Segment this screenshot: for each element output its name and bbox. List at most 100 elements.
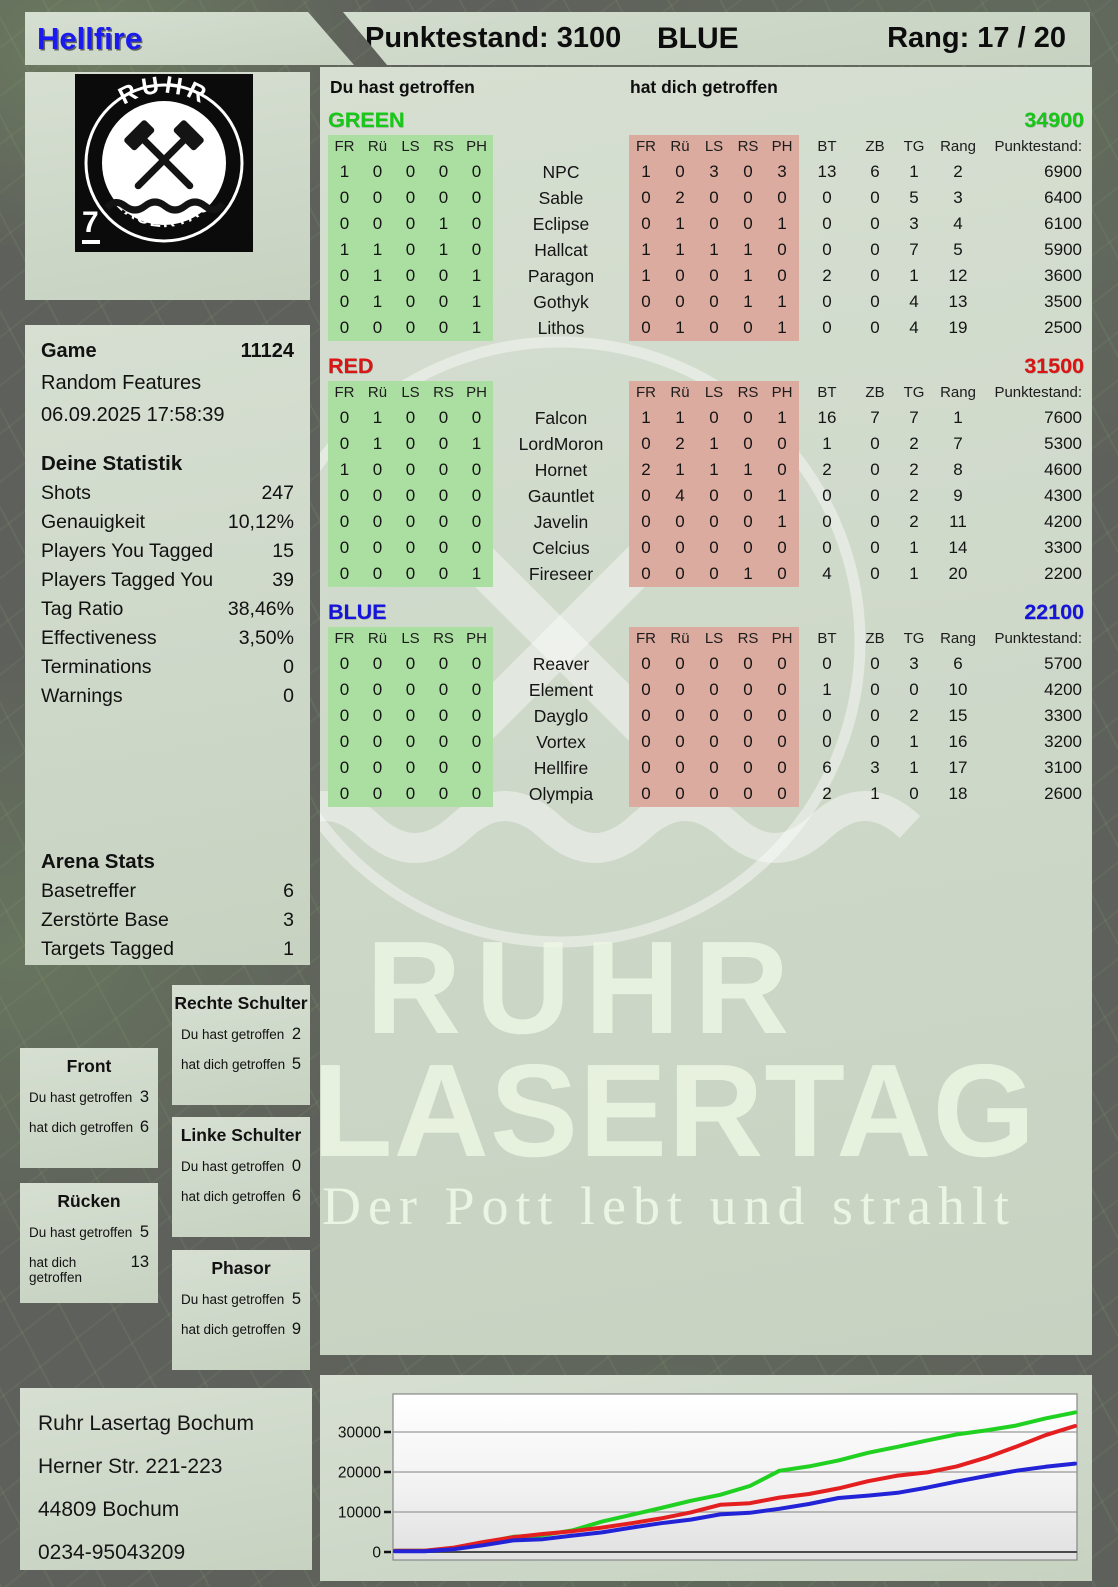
score-cell: 4300 <box>1044 486 1082 505</box>
them-hit-cell: 0 <box>765 561 799 587</box>
stat-cell: 12 <box>948 266 968 285</box>
stat-cell: 0 <box>909 680 919 699</box>
crossed-hammers-icon <box>124 120 204 190</box>
you-hit-cell: 0 <box>361 535 394 561</box>
you-hit-cell: 0 <box>328 263 361 289</box>
them-hit-cell: 0 <box>629 651 663 677</box>
them-hit-cell: 1 <box>663 211 697 237</box>
team-name: GREEN <box>328 108 405 132</box>
stat-label: Genauigkeit <box>41 511 146 533</box>
score-header-panel: Punktestand: 3100 BLUE Rang: 17 / 20 <box>343 12 1090 65</box>
stat-cell: 4 <box>953 214 963 233</box>
them-hit-cell: 0 <box>629 781 663 807</box>
stat-cell: 0 <box>822 292 832 311</box>
you-hit-cell: 0 <box>427 535 460 561</box>
them-hit-cell: 0 <box>697 755 731 781</box>
stat-cell: 0 <box>870 538 880 557</box>
stat-cell: 2 <box>953 162 963 181</box>
you-hit-cell: 0 <box>361 509 394 535</box>
stat-col-header: BT <box>817 138 837 155</box>
them-hit-cell: 0 <box>697 289 731 315</box>
stat-value: 0 <box>283 685 294 707</box>
hitzone-them-label: hat dich getroffen <box>29 1120 134 1135</box>
team-table: FR Rü LS RS PH FR Rü LS RS PH BT ZB TG Rang Punktestan… <box>328 381 1084 587</box>
you-hit-col-header: Rü <box>361 381 394 405</box>
y-tick-label: 30000 <box>338 1425 381 1442</box>
hitzone-them-label: hat dich getroffen <box>29 1255 83 1285</box>
hitzone-them-value: 9 <box>291 1320 301 1338</box>
stat-col-header: TG <box>903 384 925 401</box>
stat-cell: 13 <box>817 162 837 181</box>
game-mode: Random Features <box>41 372 202 394</box>
rank-label: Rang: 17 / 20 <box>887 22 1066 54</box>
them-hit-col-header: LS <box>697 381 731 405</box>
you-hit-cell: 0 <box>394 535 427 561</box>
them-hit-cell: 1 <box>731 457 765 483</box>
series-line-blue <box>393 1461 1077 1554</box>
stat-cell: 14 <box>948 538 968 557</box>
score-cell: 2600 <box>1044 784 1082 803</box>
you-hit-cell: 0 <box>460 677 493 703</box>
stat-col-header: Rang <box>940 384 976 401</box>
them-hit-col-header: PH <box>765 381 799 405</box>
you-hit-cell: 0 <box>361 729 394 755</box>
team-section-green: GREEN 34900 FR Rü LS RS PH FR Rü LS RS PH BT ZB TG Ra… <box>328 105 1084 341</box>
you-hit-cell: 0 <box>394 561 427 587</box>
you-hit-cell: 0 <box>328 405 361 431</box>
you-hit-cell: 0 <box>427 457 460 483</box>
them-hit-cell: 0 <box>765 677 799 703</box>
hitzone-them-value: 6 <box>291 1187 301 1205</box>
you-hit-cell: 0 <box>361 159 394 185</box>
you-hit-cell: 0 <box>460 457 493 483</box>
stat-cell: 0 <box>870 240 880 259</box>
you-hit-cell: 0 <box>394 457 427 483</box>
you-hit-cell: 0 <box>328 781 361 807</box>
stat-cell: 0 <box>822 240 832 259</box>
hitzone-you-label: Du hast getroffen <box>181 1292 285 1307</box>
you-hit-cell: 1 <box>328 159 361 185</box>
you-hit-col-header: LS <box>394 135 427 159</box>
stat-col-header: ZB <box>865 630 885 647</box>
team-total-score: 34900 <box>1024 108 1084 132</box>
you-hit-cell: 0 <box>460 651 493 677</box>
you-hit-cell: 0 <box>328 561 361 587</box>
score-col-header: Punktestand: <box>994 630 1082 647</box>
score-cell: 2200 <box>1044 564 1082 583</box>
them-hit-cell: 0 <box>731 703 765 729</box>
them-hit-cell: 0 <box>663 263 697 289</box>
team-section-blue: BLUE 22100 FR Rü LS RS PH FR Rü LS RS PH BT ZB TG Ran… <box>328 597 1084 807</box>
player-name: Falcon <box>534 408 588 428</box>
player-name: Hornet <box>534 460 588 480</box>
stat-cell: 4 <box>909 292 919 311</box>
them-hit-cell: 0 <box>697 483 731 509</box>
stat-cell: 0 <box>870 680 880 699</box>
them-hit-cell: 0 <box>697 315 731 341</box>
them-hit-cell: 0 <box>629 509 663 535</box>
them-hit-col-header: FR <box>629 381 663 405</box>
you-hit-cell: 0 <box>427 289 460 315</box>
them-hit-cell: 0 <box>663 729 697 755</box>
stat-cell: 1 <box>870 784 880 803</box>
stat-cell: 6 <box>870 162 880 181</box>
them-hit-cell: 1 <box>629 263 663 289</box>
them-hit-cell: 0 <box>731 185 765 211</box>
player-name: Hallcat <box>534 240 588 260</box>
them-hit-cell: 1 <box>663 457 697 483</box>
you-hit-cell: 0 <box>328 755 361 781</box>
them-hit-cell: 1 <box>663 405 697 431</box>
stat-cell: 17 <box>948 758 968 777</box>
stat-cell: 2 <box>909 486 919 505</box>
stat-cell: 0 <box>822 188 832 207</box>
player-name: Gauntlet <box>527 486 595 506</box>
them-hit-cell: 1 <box>765 211 799 237</box>
stat-cell: 0 <box>870 706 880 725</box>
you-hit-cell: 0 <box>394 315 427 341</box>
you-hit-cell: 1 <box>361 289 394 315</box>
you-hit-cell: 0 <box>460 703 493 729</box>
score-cell: 4200 <box>1044 512 1082 531</box>
them-hit-cell: 1 <box>697 237 731 263</box>
them-hit-cell: 0 <box>629 677 663 703</box>
you-hit-col-header: RS <box>427 381 460 405</box>
stat-label: Shots <box>41 482 91 504</box>
